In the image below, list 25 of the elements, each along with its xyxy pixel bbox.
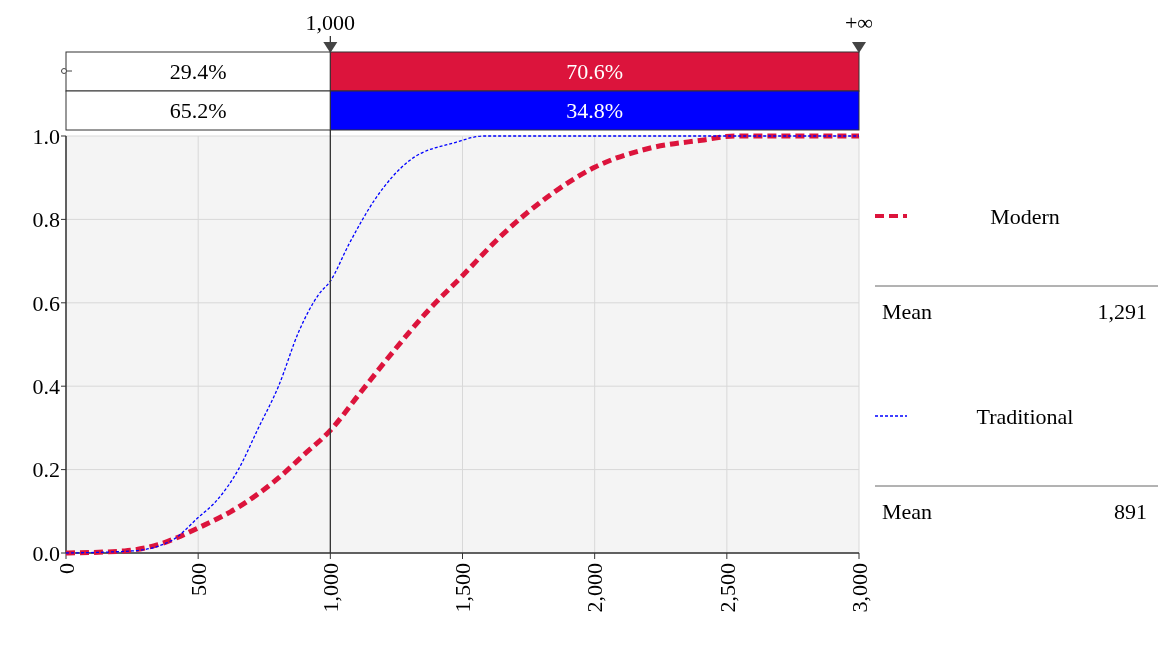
y-tick-label: 0.0 (32, 540, 60, 566)
text: Mean (882, 298, 933, 324)
x-tick-label: 0 (53, 563, 79, 574)
x-tick-label: 1,000 (318, 563, 344, 613)
text: +∞ (844, 10, 874, 35)
y-tick-label: 0.2 (32, 457, 60, 483)
text: 891 (1114, 498, 1147, 524)
ref-line-label: 1,000 (305, 10, 356, 35)
text: Traditional (976, 403, 1074, 429)
y-tick-label: 0.4 (32, 373, 60, 399)
text: Modern (990, 203, 1060, 229)
y-tick-label: 1.0 (32, 123, 60, 149)
y-tick-label: 0.8 (32, 207, 60, 233)
text: 1,291 (1097, 298, 1147, 324)
text: 29.4% (169, 59, 227, 85)
text: 65.2% (169, 98, 227, 124)
x-tick-label: 2,000 (582, 563, 608, 613)
x-tick-label: 3,000 (846, 563, 872, 613)
x-tick-label: 1,500 (450, 563, 476, 613)
y-tick-label: 0.6 (32, 290, 60, 316)
text: Mean (882, 498, 933, 524)
x-tick-label: 2,500 (714, 563, 740, 613)
text: 70.6% (566, 59, 624, 85)
x-tick-label: 500 (185, 563, 211, 596)
text: 34.8% (566, 98, 624, 124)
